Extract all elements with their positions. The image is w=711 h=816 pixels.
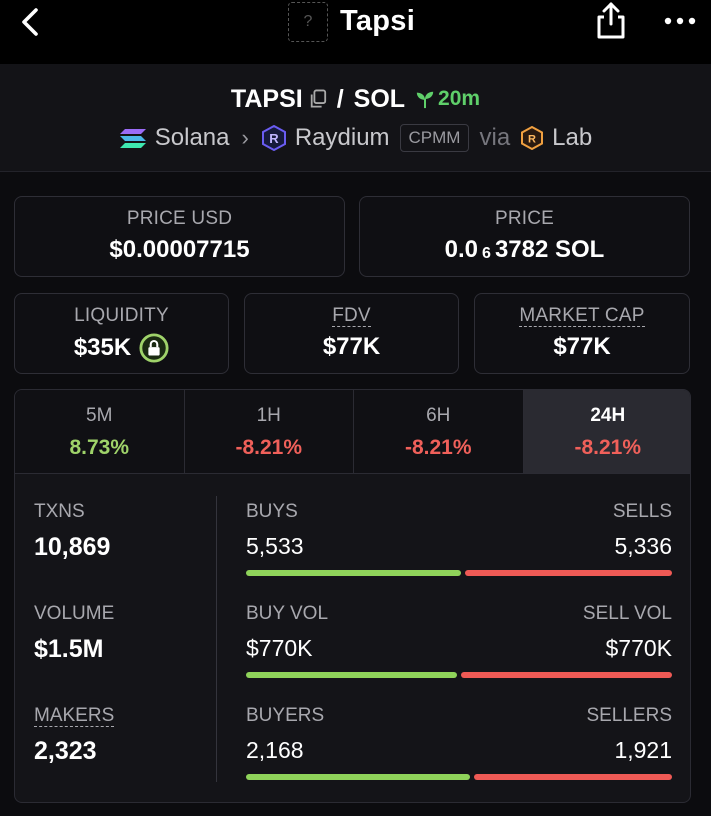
liquidity-label: LIQUIDITY <box>74 305 169 326</box>
volume-value: $1.5M <box>34 635 104 663</box>
sell-bar-fill <box>473 774 672 780</box>
txns-stat: TXNS 10,869 <box>34 501 110 562</box>
makers-value: 2,323 <box>34 737 97 765</box>
buy-sell-volume-bar <box>246 672 672 678</box>
seedling-icon <box>416 91 434 109</box>
lab-icon: R <box>520 126 544 150</box>
tab-change: -8.21% <box>574 436 642 459</box>
solana-icon <box>119 126 147 150</box>
price-native-zero-count: 6 <box>482 245 491 262</box>
makers-stat[interactable]: MAKERS 2,323 <box>34 705 115 766</box>
buy-bar-fill <box>246 774 470 780</box>
back-button[interactable] <box>12 4 48 40</box>
buy-sell-volume-split: BUY VOL SELL VOL $770K $770K <box>246 603 672 678</box>
more-icon <box>664 17 696 25</box>
market-cap-value: $77K <box>553 333 611 360</box>
svg-text:R: R <box>269 131 279 146</box>
top-bar: ? Tapsi <box>0 0 711 64</box>
pair-header: TAPSI / SOL 20m Solana › R Raydium CPMM … <box>0 64 711 172</box>
sellers-value: 1,921 <box>614 737 672 763</box>
dex-link[interactable]: Raydium <box>294 124 390 151</box>
liquidity-value-row: $35K <box>15 333 228 363</box>
sellers-label: SELLERS <box>586 705 672 726</box>
pool-type-badge: CPMM <box>399 124 470 152</box>
price-native-prefix: 0.0 <box>444 236 479 263</box>
tab-label: 24H <box>590 405 626 426</box>
price-usd-value: $0.00007715 <box>109 236 250 263</box>
quote-token: SOL <box>353 84 406 113</box>
tab-change: -8.21% <box>235 436 303 459</box>
market-cap-label: MARKET CAP <box>519 305 645 327</box>
buyers-label: BUYERS <box>246 705 325 726</box>
makers-label: MAKERS <box>34 705 115 727</box>
title-group: ? Tapsi <box>288 0 415 42</box>
tab-5m[interactable]: 5M 8.73% <box>15 390 185 473</box>
price-native-value: 0.0 6 3782 SOL <box>360 236 689 264</box>
sell-bar-fill <box>464 570 672 576</box>
volume-label: VOLUME <box>34 603 115 624</box>
back-chevron-icon <box>22 8 38 36</box>
tab-change: 8.73% <box>69 436 130 459</box>
buys-value: 5,533 <box>246 533 304 559</box>
route-row: Solana › R Raydium CPMM via R Lab <box>0 120 711 156</box>
txns-value: 10,869 <box>34 533 111 561</box>
share-button[interactable] <box>592 0 630 42</box>
copy-icon[interactable] <box>309 89 327 109</box>
price-native-suffix: 3782 SOL <box>494 236 605 263</box>
buyers-sellers-bar <box>246 774 672 780</box>
sell-vol-label: SELL VOL <box>582 603 672 624</box>
raydium-icon: R <box>261 125 287 151</box>
via-label: via <box>479 124 511 151</box>
tab-label: 6H <box>426 405 451 426</box>
price-usd-card: PRICE USD $0.00007715 <box>14 196 345 277</box>
buy-vol-label: BUY VOL <box>246 603 329 624</box>
sell-vol-value: $770K <box>605 635 672 661</box>
launchpad-link[interactable]: Lab <box>552 124 593 151</box>
volume-stat: VOLUME $1.5M <box>34 603 114 664</box>
token-placeholder-icon: ? <box>288 2 328 42</box>
tab-change: -8.21% <box>404 436 472 459</box>
sell-bar-fill <box>461 672 672 678</box>
pair-age: 20m <box>415 87 480 111</box>
tab-1h[interactable]: 1H -8.21% <box>184 390 354 473</box>
fdv-card[interactable]: FDV $77K <box>244 293 459 374</box>
buyers-sellers-split: BUYERS SELLERS 2,168 1,921 <box>246 705 672 780</box>
base-token: TAPSI <box>230 84 303 113</box>
pair-separator: / <box>336 84 344 113</box>
trading-stats-panel: 5M 8.73% 1H -8.21% 6H -8.21% 24H -8.21% … <box>14 389 691 803</box>
txns-label: TXNS <box>34 501 85 522</box>
buys-sells-bar <box>246 570 672 576</box>
market-cap-card[interactable]: MARKET CAP $77K <box>474 293 690 374</box>
sells-value: 5,336 <box>614 533 672 559</box>
liquidity-card: LIQUIDITY $35K <box>14 293 229 374</box>
buyers-value: 2,168 <box>246 737 304 763</box>
buys-label: BUYS <box>246 501 298 522</box>
tab-label: 1H <box>256 405 281 426</box>
liquidity-value: $35K <box>73 334 132 361</box>
price-native-card: PRICE 0.0 6 3782 SOL <box>359 196 690 277</box>
fdv-label: FDV <box>332 305 371 327</box>
page-title: Tapsi <box>340 4 416 37</box>
svg-text:R: R <box>528 134 536 146</box>
share-icon <box>597 2 625 39</box>
stats-divider <box>216 496 217 782</box>
tab-24h[interactable]: 24H -8.21% <box>523 390 690 473</box>
price-native-label: PRICE <box>494 208 555 229</box>
buy-vol-value: $770K <box>246 635 313 661</box>
tab-label: 5M <box>86 405 113 426</box>
timeframe-tabs: 5M 8.73% 1H -8.21% 6H -8.21% 24H -8.21% <box>15 390 690 474</box>
pair-age-value: 20m <box>438 87 481 110</box>
sells-label: SELLS <box>612 501 672 522</box>
buy-bar-fill <box>246 672 457 678</box>
tab-6h[interactable]: 6H -8.21% <box>354 390 524 473</box>
chevron-right-icon: › <box>241 125 249 150</box>
fdv-value: $77K <box>322 333 381 360</box>
lock-icon[interactable] <box>139 333 169 363</box>
price-usd-label: PRICE USD <box>126 208 233 229</box>
buy-bar-fill <box>246 570 461 576</box>
buys-sells-split: BUYS SELLS 5,533 5,336 <box>246 501 672 576</box>
pair-row: TAPSI / SOL 20m <box>0 82 711 116</box>
chain-link[interactable]: Solana <box>154 124 230 151</box>
more-button[interactable] <box>662 4 698 38</box>
